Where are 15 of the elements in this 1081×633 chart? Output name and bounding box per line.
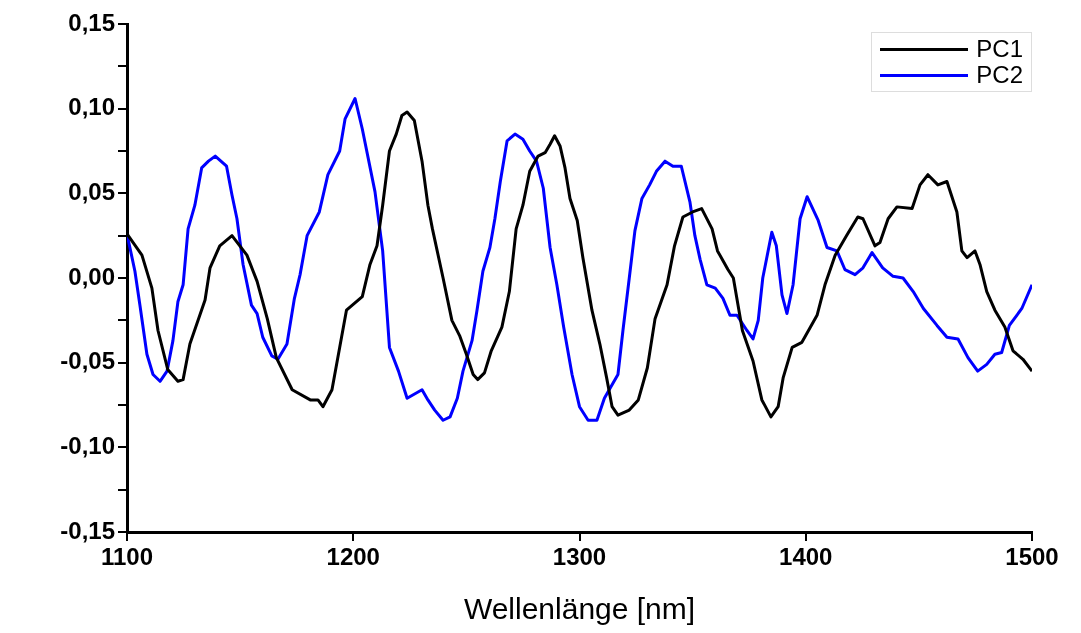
x-tick-label: 1300 [552,543,607,571]
x-tick-label: 1100 [100,543,154,571]
x-tick-label: 1400 [779,543,833,571]
x-tick-label: 1500 [1005,543,1059,571]
y-tick-label: 0,15 [68,8,115,36]
x-tick-label: 1200 [326,543,380,571]
legend-label: PC2 [976,61,1023,89]
y-tick-label: 0,00 [68,262,115,290]
y-tick-label: -0,05 [60,347,115,375]
x-axis-title: Wellenlänge [nm] [463,592,696,626]
y-tick-label: 0,05 [68,177,115,205]
y-tick-label: -0,15 [60,516,115,544]
y-tick-label: -0,10 [60,431,115,459]
legend-label: PC1 [976,35,1023,63]
y-tick-label: 0,10 [68,93,115,121]
